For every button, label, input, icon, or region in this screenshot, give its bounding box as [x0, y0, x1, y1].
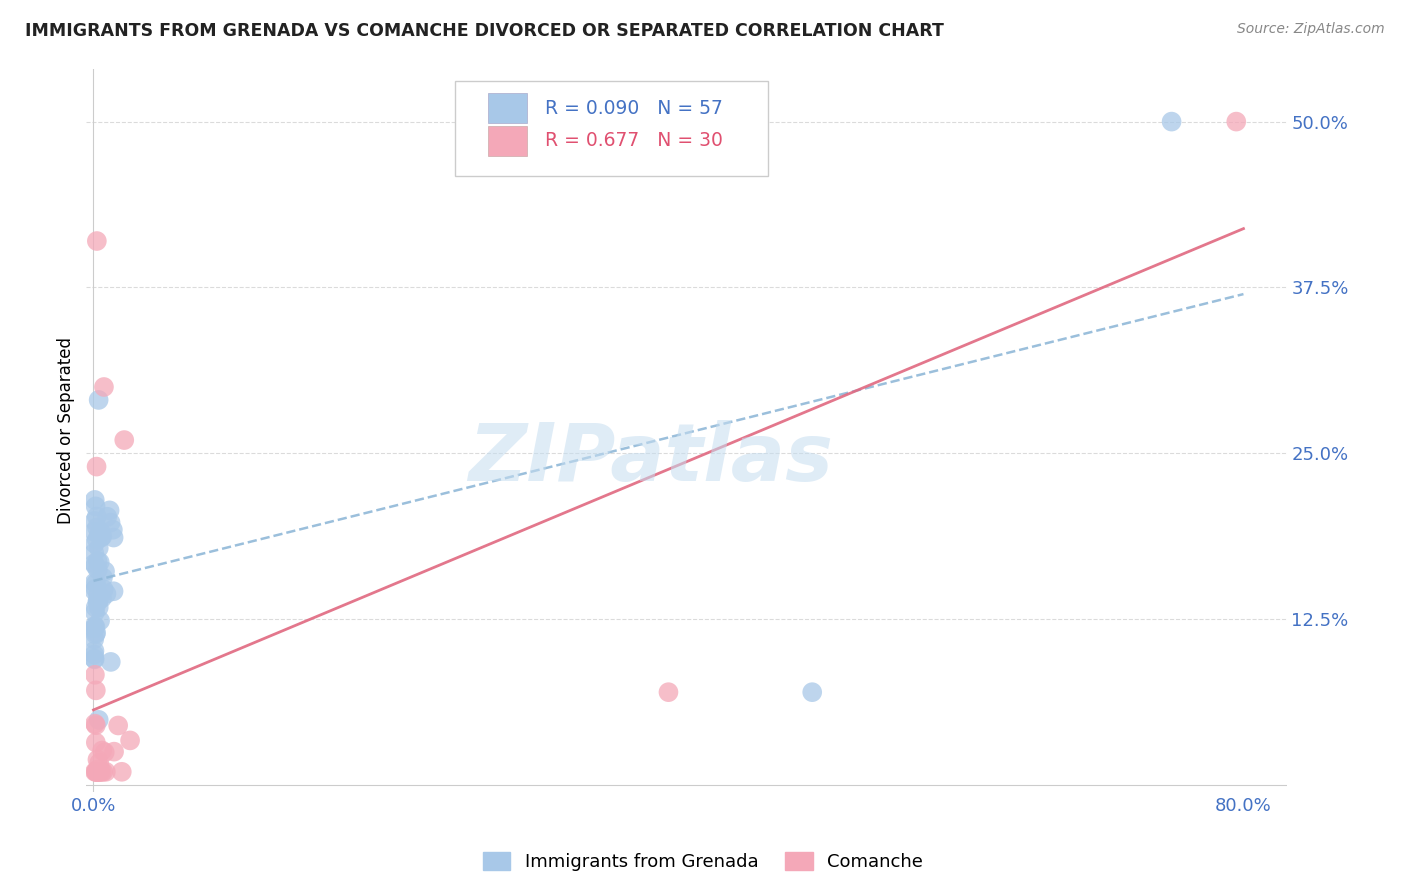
- Point: [86, 595, 108, 609]
- Point: [87, 541, 110, 555]
- Text: R = 0.090   N = 57: R = 0.090 N = 57: [544, 99, 723, 118]
- Point: [87, 527, 110, 541]
- Point: [87, 600, 110, 615]
- Point: [84, 718, 107, 732]
- Point: [91, 764, 114, 779]
- Point: [87, 593, 110, 607]
- Point: [84, 627, 107, 641]
- Point: [93, 380, 115, 394]
- Point: [87, 392, 110, 407]
- Legend: Immigrants from Grenada, Comanche: Immigrants from Grenada, Comanche: [477, 845, 929, 879]
- Point: [84, 764, 107, 779]
- Point: [83, 536, 105, 550]
- Text: ZIPatlas: ZIPatlas: [468, 420, 832, 498]
- Point: [90, 524, 112, 539]
- Point: [87, 713, 110, 727]
- Point: [89, 555, 111, 569]
- Point: [1160, 114, 1182, 128]
- Point: [91, 529, 114, 543]
- Point: [94, 564, 117, 578]
- Point: [86, 764, 108, 779]
- Point: [83, 514, 105, 528]
- Point: [83, 632, 105, 647]
- Point: [112, 433, 135, 447]
- Point: [86, 764, 108, 779]
- Point: [84, 625, 107, 640]
- Point: [84, 500, 107, 514]
- Point: [96, 509, 118, 524]
- Point: [89, 756, 111, 770]
- Point: [83, 648, 105, 662]
- FancyBboxPatch shape: [488, 126, 527, 156]
- Point: [83, 546, 105, 560]
- Point: [84, 582, 107, 596]
- Point: [103, 584, 125, 599]
- FancyBboxPatch shape: [488, 93, 527, 123]
- Point: [86, 763, 108, 777]
- Point: [86, 509, 108, 524]
- Point: [86, 753, 108, 767]
- Point: [91, 743, 114, 757]
- Point: [86, 520, 108, 534]
- Point: [1225, 114, 1247, 128]
- Point: [83, 492, 105, 507]
- Point: [94, 764, 117, 779]
- Point: [83, 524, 105, 539]
- Point: [89, 764, 111, 779]
- Point: [84, 667, 107, 681]
- Point: [90, 531, 112, 545]
- Text: Source: ZipAtlas.com: Source: ZipAtlas.com: [1237, 22, 1385, 37]
- Point: [83, 651, 105, 665]
- Point: [87, 588, 110, 602]
- Point: [120, 733, 142, 747]
- Point: [98, 503, 121, 517]
- Point: [93, 582, 115, 597]
- Point: [83, 557, 105, 571]
- Point: [101, 523, 124, 537]
- Point: [84, 764, 107, 779]
- Point: [83, 644, 105, 658]
- Point: [103, 745, 125, 759]
- Point: [86, 563, 108, 577]
- Point: [86, 459, 108, 474]
- Point: [83, 621, 105, 635]
- Point: [84, 620, 107, 634]
- Point: [86, 554, 108, 568]
- Point: [89, 764, 111, 779]
- Point: [657, 685, 679, 699]
- Text: R = 0.677   N = 30: R = 0.677 N = 30: [544, 131, 723, 151]
- Point: [93, 745, 115, 759]
- Point: [84, 716, 107, 731]
- Point: [84, 576, 107, 591]
- Point: [83, 583, 105, 598]
- Point: [89, 614, 111, 628]
- Y-axis label: Divorced or Separated: Divorced or Separated: [58, 336, 75, 524]
- Text: IMMIGRANTS FROM GRENADA VS COMANCHE DIVORCED OR SEPARATED CORRELATION CHART: IMMIGRANTS FROM GRENADA VS COMANCHE DIVO…: [25, 22, 945, 40]
- Point: [83, 575, 105, 590]
- Point: [91, 591, 114, 606]
- Point: [84, 600, 107, 615]
- Point: [84, 558, 107, 573]
- Point: [87, 594, 110, 608]
- Point: [90, 764, 112, 779]
- Point: [86, 533, 108, 547]
- Point: [84, 683, 107, 698]
- Point: [84, 764, 107, 779]
- Point: [100, 655, 122, 669]
- Point: [91, 570, 114, 584]
- Point: [89, 764, 111, 779]
- Point: [111, 764, 134, 779]
- FancyBboxPatch shape: [454, 81, 768, 176]
- Point: [83, 619, 105, 633]
- Point: [96, 587, 118, 601]
- Point: [100, 516, 122, 530]
- Point: [86, 234, 108, 248]
- Point: [83, 652, 105, 666]
- Point: [83, 606, 105, 620]
- Point: [103, 531, 125, 545]
- Point: [801, 685, 824, 699]
- Point: [107, 718, 129, 732]
- Point: [84, 735, 107, 749]
